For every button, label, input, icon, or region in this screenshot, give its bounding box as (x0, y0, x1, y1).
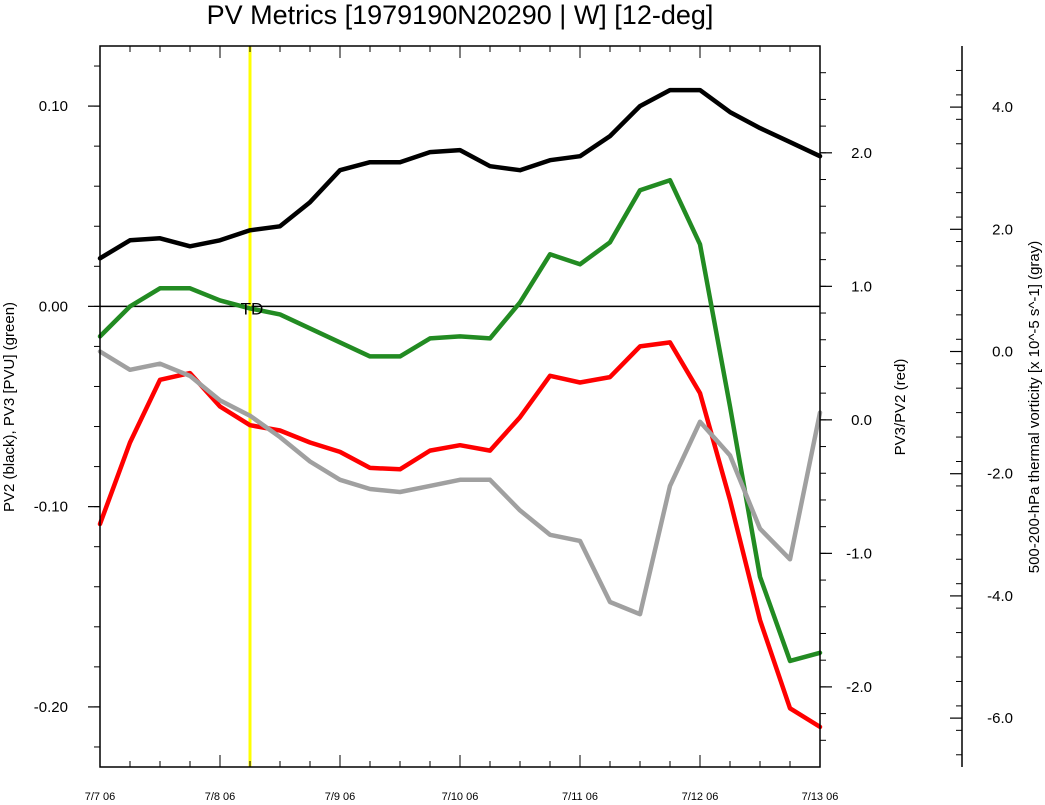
axes-layer: 0.10 0.00 -0.10 -0.20 2.0 1.0 0.0 -1.0 -2.0 4.0 2.… (34, 45, 1013, 803)
plot-area (100, 46, 820, 767)
x-tick-label: 7/9 06 (325, 791, 356, 803)
y-left-tick-label: 0.10 (39, 98, 68, 115)
y-far-right-tick-label: 0.0 (992, 344, 1013, 361)
chart-title: PV Metrics [1979190N20290 | W] [12-deg] (207, 0, 714, 30)
series-line-3 (97, 349, 823, 617)
annotation-label: TD (241, 299, 264, 318)
x-tick-label: 7/12 06 (682, 791, 719, 803)
x-tick-label: 7/11 06 (562, 791, 598, 803)
plot-frame (99, 45, 821, 768)
y-left-tick-label: 0.00 (39, 298, 68, 315)
y-far-right-tick-label: -6.0 (987, 710, 1013, 727)
y-right-tick-label: -2.0 (846, 679, 872, 696)
x-tick-label: 7/10 06 (442, 791, 479, 803)
y-far-right-tick-label: -2.0 (987, 466, 1013, 483)
x-tick-label: 7/7 06 (85, 791, 116, 803)
series-line-2 (97, 340, 823, 730)
y-far-right-tick-label: 2.0 (992, 221, 1013, 238)
y-left-tick-label: -0.10 (34, 499, 68, 516)
y-left-axis-label: PV2 (black), PV3 [PVU] (green) (1, 302, 18, 512)
series-layer: TD (97, 87, 823, 730)
y-right-axis-label: PV3/PV2 (red) (892, 359, 909, 456)
y-left-tick-label: -0.20 (34, 699, 68, 716)
series-line-0 (97, 87, 823, 261)
x-tick-label: 7/8 06 (205, 791, 236, 803)
y-far-right-axis-label: 500-200-hPa thermal vorticity [x 10^-5 s… (1026, 241, 1043, 574)
y-far-right-tick-label: -4.0 (987, 588, 1013, 605)
x-tick-label: 7/13 06 (802, 791, 839, 803)
series-line-1 (97, 177, 823, 664)
y-right-tick-label: -1.0 (846, 545, 872, 562)
y-far-right-tick-label: 4.0 (992, 99, 1013, 116)
y-right-tick-label: 1.0 (851, 278, 872, 295)
y-right-tick-label: 2.0 (851, 145, 872, 162)
y-right-tick-label: 0.0 (851, 412, 872, 429)
